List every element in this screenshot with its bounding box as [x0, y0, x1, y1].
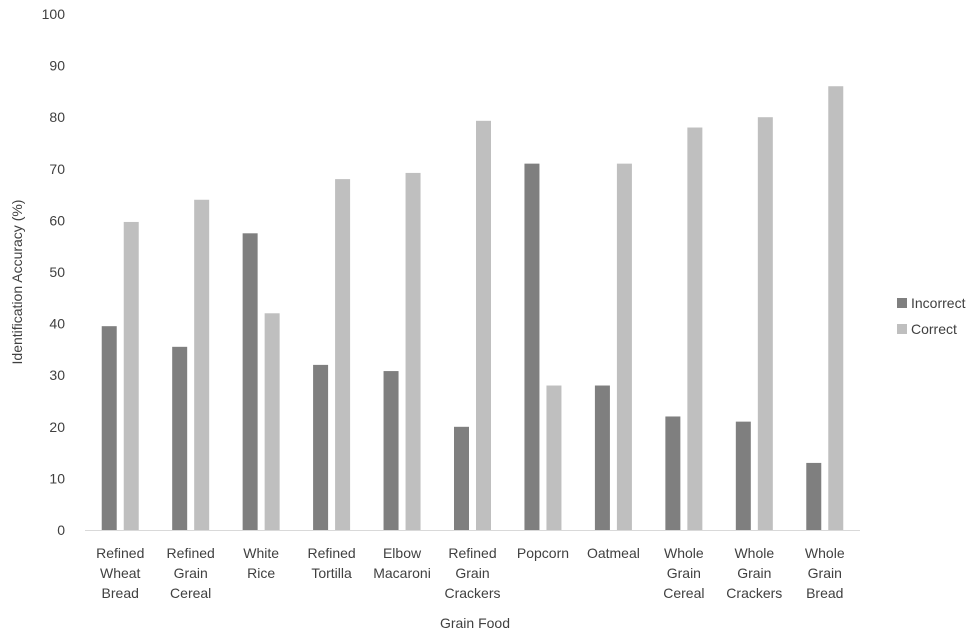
y-axis-title: Identification Accuracy (%)	[9, 200, 25, 365]
x-tick-label: Whole Grain Crackers	[726, 545, 782, 601]
x-tick-label-line: Refined	[96, 545, 144, 561]
legend-swatch-correct	[897, 324, 907, 334]
x-tick-label-line: Crackers	[726, 585, 782, 601]
x-tick-label-line: Whole	[734, 545, 774, 561]
bar-correct	[546, 385, 562, 530]
bar-correct	[264, 313, 280, 530]
bar-correct	[476, 120, 491, 530]
x-tick-label-line: Cereal	[663, 585, 704, 601]
legend-label-correct: Correct	[911, 321, 957, 337]
x-tick-label-line: Grain	[667, 565, 701, 581]
x-tick-label-line: Elbow	[383, 545, 422, 561]
x-tick-label: Whole Grain Cereal	[663, 545, 704, 601]
x-tick-label: Popcorn	[517, 545, 569, 561]
bar-incorrect	[735, 421, 751, 530]
y-tick-label: 100	[42, 6, 66, 22]
y-tick-label: 50	[49, 264, 65, 280]
bar-incorrect	[313, 364, 329, 530]
bar-incorrect	[524, 163, 540, 530]
x-tick-label-line: Grain	[808, 565, 842, 581]
bar-incorrect	[594, 385, 610, 530]
x-tick-label: Whole Grain Bread	[805, 545, 845, 601]
bar-correct	[757, 117, 773, 530]
y-tick-label: 40	[49, 316, 65, 332]
x-tick-label-line: Whole	[805, 545, 845, 561]
x-tick-label-line: Bread	[806, 585, 843, 601]
x-tick-label-line: Popcorn	[517, 545, 569, 561]
x-tick-label: Refined Grain Crackers	[444, 545, 500, 601]
y-tick-label: 90	[49, 58, 65, 74]
x-tick-label-line: Grain	[455, 565, 489, 581]
y-tick-label: 10	[49, 470, 65, 486]
x-tick-label-line: Oatmeal	[587, 545, 640, 561]
bar-incorrect	[101, 326, 117, 530]
y-tick-label: 60	[49, 212, 65, 228]
bar-correct	[123, 221, 139, 530]
bar-correct	[828, 86, 844, 531]
bar-incorrect	[242, 233, 258, 531]
bar-incorrect	[806, 462, 822, 530]
x-tick-label: Oatmeal	[587, 545, 640, 561]
x-tick-label-line: Grain	[174, 565, 208, 581]
x-tick-label-line: Macaroni	[373, 565, 431, 581]
x-tick-label-line: Refined	[167, 545, 215, 561]
legend-swatch-incorrect	[897, 298, 907, 308]
x-tick-label-line: Tortilla	[311, 565, 352, 581]
bar-correct	[616, 163, 632, 530]
y-tick-label: 70	[49, 161, 65, 177]
bar-incorrect	[454, 426, 469, 530]
bar-incorrect	[172, 346, 188, 530]
x-tick-label-line: Refined	[448, 545, 496, 561]
x-axis-ticks: Refined Wheat Bread Refined Grain Cereal White…	[96, 545, 845, 601]
x-tick-label-line: Rice	[247, 565, 275, 581]
bar-incorrect	[665, 416, 681, 530]
x-tick-label-line: Wheat	[100, 565, 141, 581]
y-tick-label: 80	[49, 109, 65, 125]
x-tick-label: Elbow Macaroni	[373, 545, 431, 581]
x-tick-label-line: Bread	[102, 585, 139, 601]
x-tick-label-line: White	[243, 545, 279, 561]
bar-correct	[405, 172, 421, 531]
x-tick-label-line: Crackers	[444, 585, 500, 601]
y-tick-label: 30	[49, 367, 65, 383]
bar-correct	[687, 127, 703, 531]
y-tick-label: 0	[57, 522, 65, 538]
y-axis-ticks: 0 10 20 30 40 50 60 70 80 90 100	[42, 6, 66, 538]
x-tick-label-line: Whole	[664, 545, 704, 561]
bar-correct	[194, 199, 210, 530]
x-tick-label: White Rice	[243, 545, 279, 581]
x-tick-label-line: Grain	[737, 565, 771, 581]
x-tick-label: Refined Grain Cereal	[167, 545, 215, 601]
x-axis-title: Grain Food	[440, 615, 510, 631]
x-tick-label: Refined Tortilla	[307, 545, 355, 581]
x-tick-label: Refined Wheat Bread	[96, 545, 144, 601]
legend: Incorrect Correct	[897, 295, 966, 337]
x-tick-label-line: Cereal	[170, 585, 211, 601]
y-tick-label: 20	[49, 419, 65, 435]
bar-correct	[335, 179, 351, 530]
bar-incorrect	[383, 371, 399, 530]
bars	[101, 86, 844, 531]
legend-label-incorrect: Incorrect	[911, 295, 966, 311]
x-tick-label-line: Refined	[307, 545, 355, 561]
